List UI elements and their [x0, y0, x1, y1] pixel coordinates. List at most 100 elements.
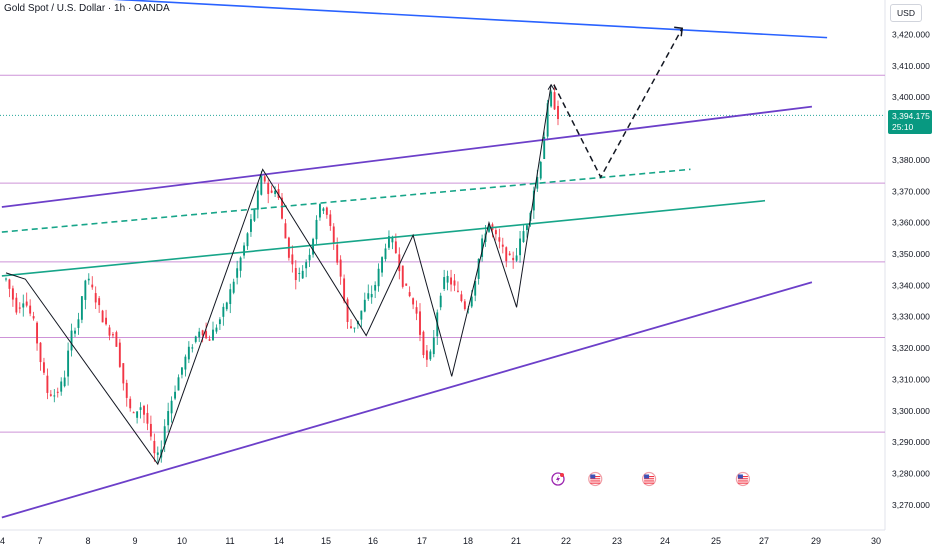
candle-body [70, 330, 73, 351]
candle-body [515, 255, 518, 261]
candle-body [174, 391, 176, 399]
candle-body [18, 307, 21, 309]
candle-body [260, 175, 263, 195]
candle-body [477, 258, 480, 279]
candle-body [270, 190, 273, 193]
candle-body [350, 326, 352, 329]
y-tick-label: 3,330.000 [892, 312, 930, 322]
candle-body [229, 289, 232, 304]
candle-body [346, 299, 349, 322]
y-tick-label: 3,340.000 [892, 280, 930, 290]
candle-body [32, 316, 35, 319]
candle-body [94, 293, 97, 303]
x-tick-label: 25 [711, 536, 721, 546]
candle-body [115, 332, 118, 347]
candle-body [222, 306, 225, 317]
y-tick-label: 3,270.000 [892, 500, 930, 510]
candle-body [494, 230, 497, 235]
candle-body [143, 405, 145, 415]
candle-body [263, 176, 266, 182]
forecast-path [553, 27, 683, 179]
candle-body [5, 278, 7, 280]
x-tick-label: 11 [225, 536, 234, 546]
candle-body [167, 411, 170, 426]
candle-body [374, 284, 377, 291]
teal-trendline [1, 199, 766, 277]
candle-body [181, 367, 183, 375]
flag-canton [590, 474, 596, 479]
candle-body [246, 233, 249, 247]
candle-body [408, 292, 411, 297]
candle-body [343, 278, 346, 302]
currency-selector[interactable]: USD [890, 4, 922, 22]
chart-title: Gold Spot / U.S. Dollar · 1h · OANDA [4, 3, 170, 14]
candle-body [253, 209, 256, 221]
candle-body [532, 190, 535, 211]
candle-body [122, 363, 125, 384]
candle-body [512, 257, 515, 261]
candle-body [450, 277, 452, 285]
candle-body [112, 334, 114, 336]
candle-body [481, 238, 484, 257]
candle-body [84, 280, 87, 300]
candle-body [312, 238, 314, 255]
x-tick-label: 15 [321, 536, 331, 546]
candle-body [8, 279, 11, 289]
candle-body [156, 452, 159, 455]
candle-body [153, 440, 156, 454]
candle-body [236, 268, 239, 278]
x-tick-label: 24 [660, 536, 670, 546]
candle-body [388, 236, 390, 248]
candle-body [177, 377, 180, 391]
x-tick-label: 14 [274, 536, 284, 546]
candle-body [80, 296, 83, 320]
candle-body [225, 302, 228, 310]
flag-stripe [737, 478, 748, 480]
candle-body [212, 329, 214, 341]
wave-arrowhead [547, 83, 555, 90]
candle-body [22, 303, 25, 308]
candle-body [439, 295, 442, 308]
candle-body [139, 407, 142, 410]
y-tick-label: 3,300.000 [892, 406, 930, 416]
candle-body [322, 208, 325, 211]
channel-upper-line [1, 105, 813, 208]
candle-body [298, 272, 301, 274]
candle-body [557, 105, 559, 120]
candle-body [415, 307, 418, 314]
candle-body [49, 394, 52, 396]
candle-body [539, 161, 542, 179]
candle-body [274, 190, 277, 195]
candle-body [11, 288, 14, 300]
x-tick-label: 4 [0, 536, 5, 546]
last-price-tag: 3,394.175 25:10 [888, 110, 932, 134]
last-price-value: 3,394.175 [892, 111, 930, 121]
candle-body [267, 182, 270, 194]
candle-body [370, 293, 373, 298]
candle-body [43, 362, 45, 373]
y-tick-label: 3,420.000 [892, 29, 930, 39]
candle-body [443, 277, 446, 289]
candle-body [308, 254, 311, 261]
candle-body [250, 219, 252, 232]
x-tick-label: 18 [463, 536, 473, 546]
y-tick-label: 3,290.000 [892, 437, 930, 447]
x-tick-label: 23 [612, 536, 622, 546]
candle-body [391, 238, 394, 243]
candle-body [36, 322, 38, 344]
candle-body [526, 225, 528, 230]
x-tick-label: 10 [177, 536, 187, 546]
x-tick-label: 29 [811, 536, 821, 546]
candle-body [87, 278, 90, 281]
candle-body [77, 319, 80, 328]
candle-body [401, 265, 404, 287]
candle-body [294, 268, 297, 281]
flag-canton [737, 474, 743, 479]
y-tick-label: 3,410.000 [892, 61, 930, 71]
flag-stripe [590, 478, 601, 480]
candle-body [101, 310, 104, 323]
candle-body [363, 299, 366, 312]
candle-body [67, 350, 70, 377]
teal-dashed-trendline [1, 168, 691, 233]
